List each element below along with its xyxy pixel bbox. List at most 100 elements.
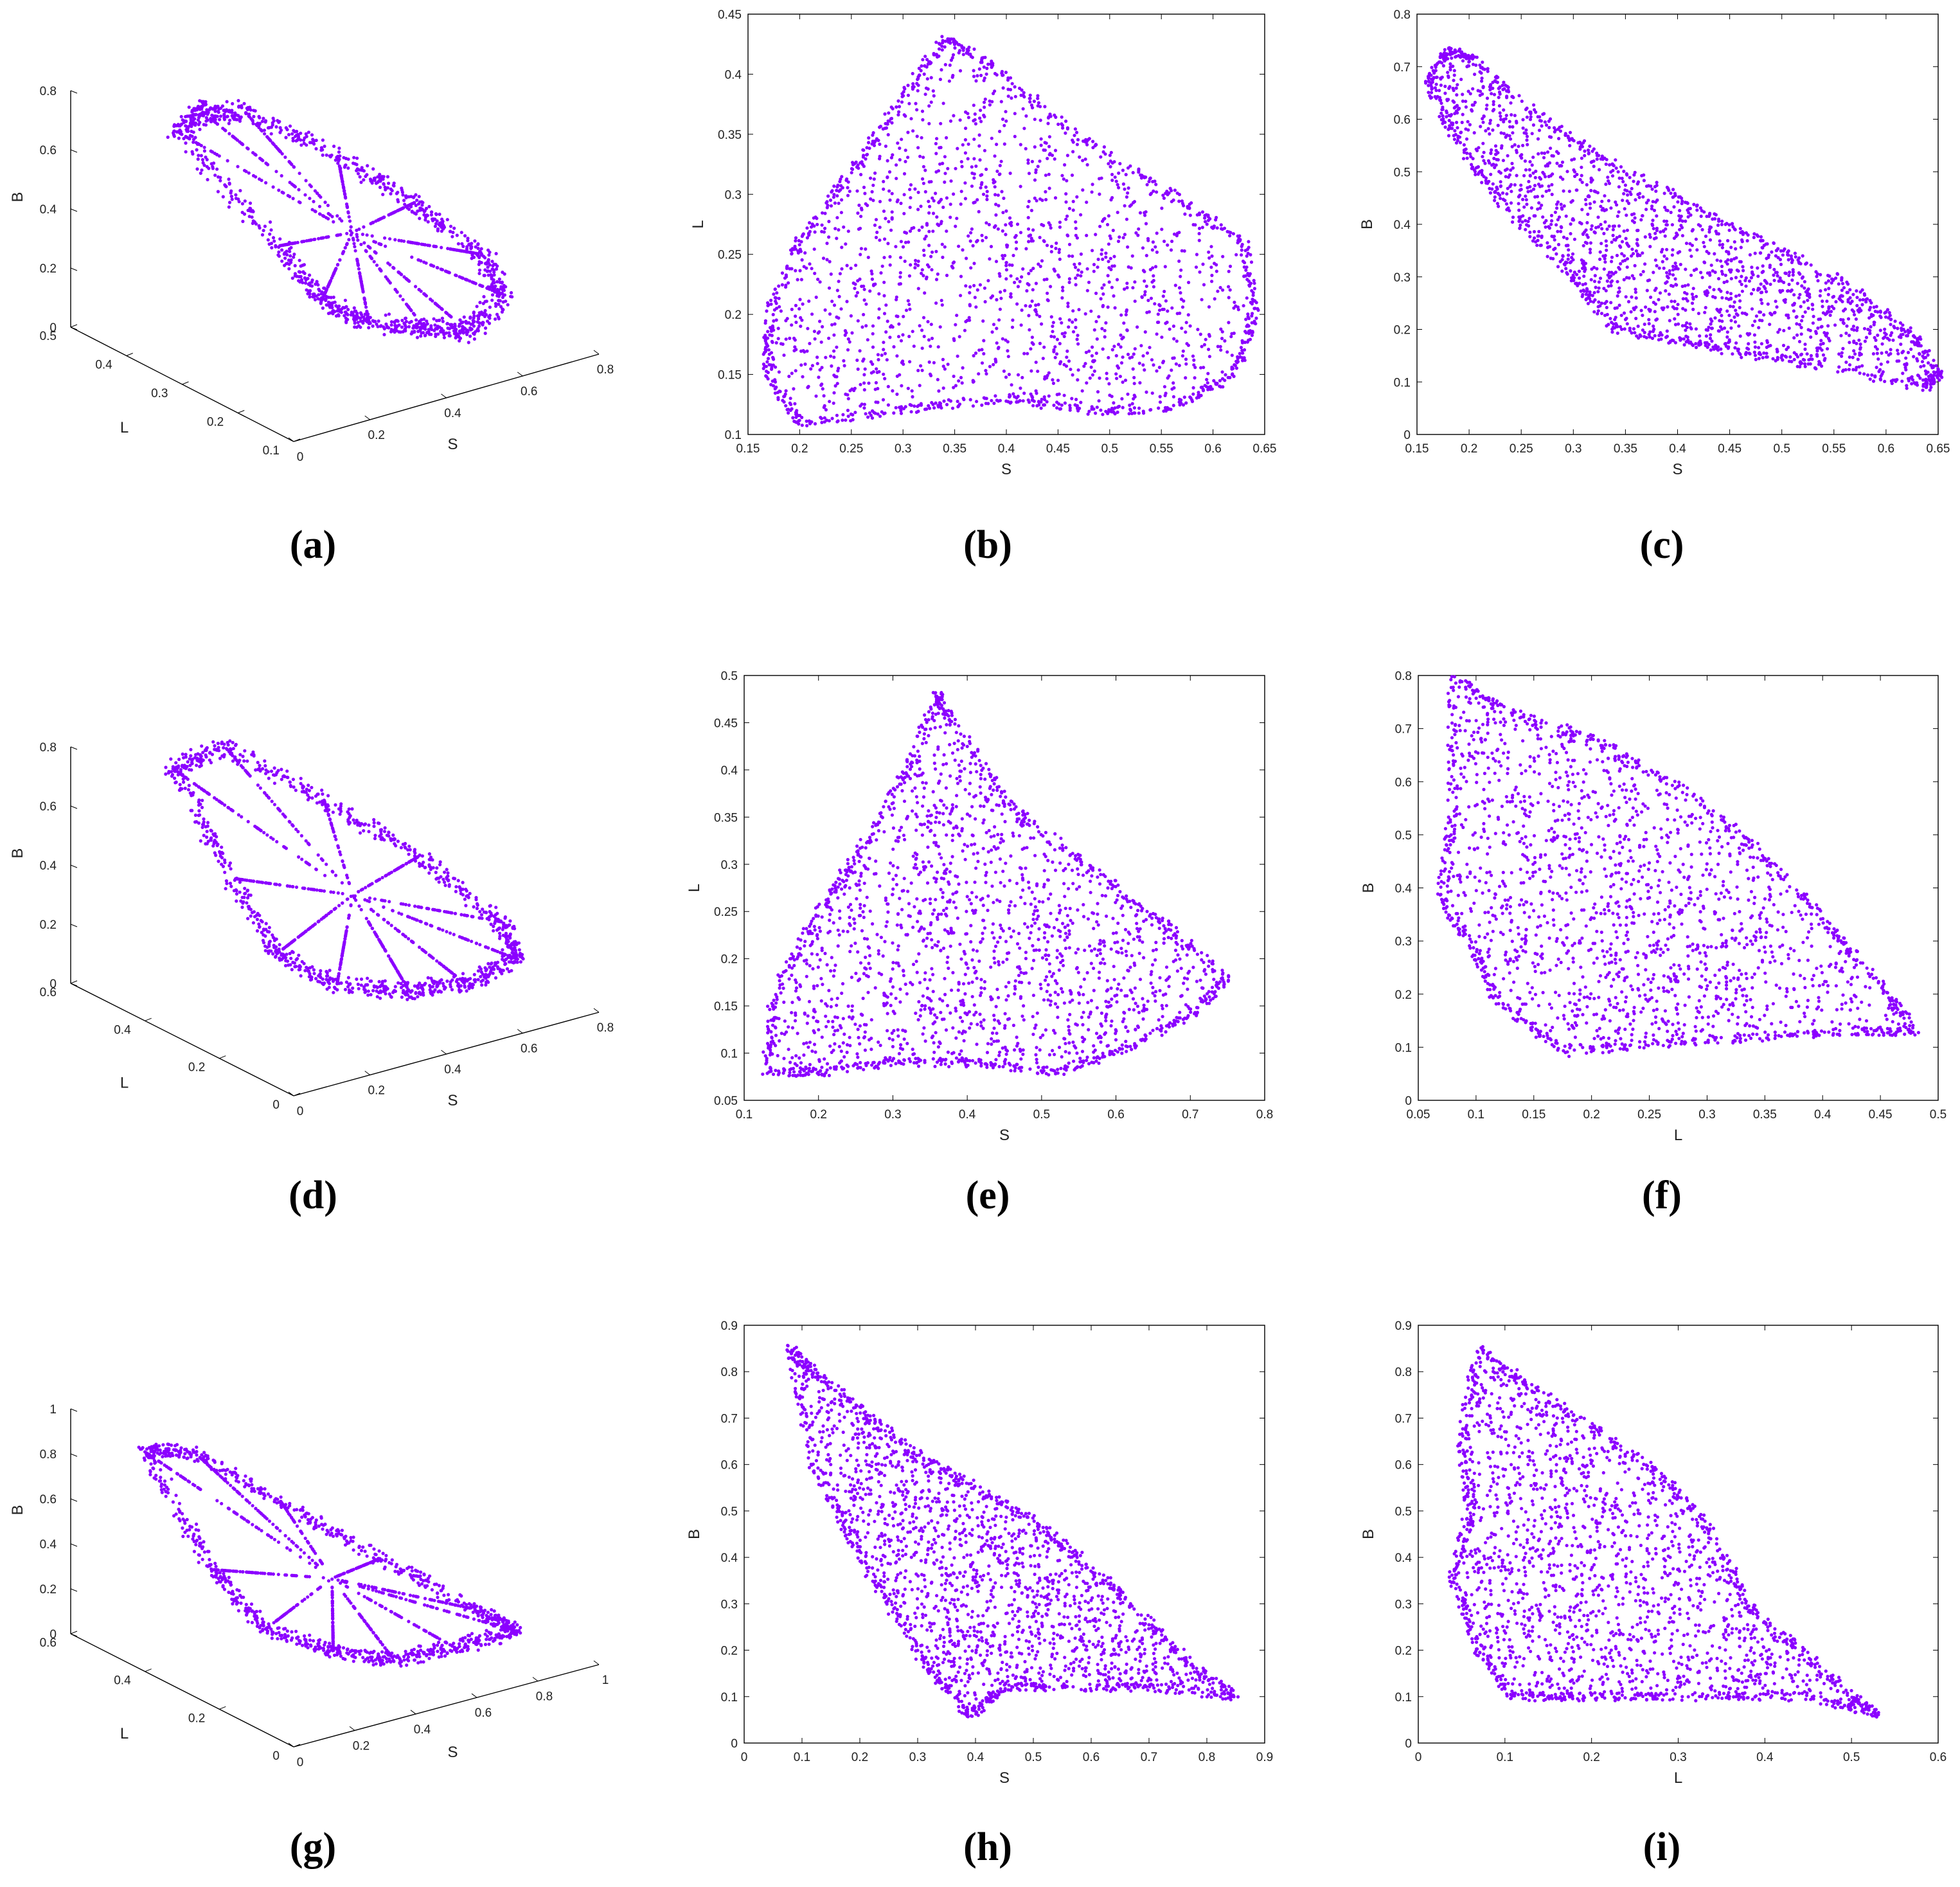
scatter-point — [1042, 240, 1046, 244]
scatter-point — [1688, 322, 1692, 326]
scatter-point — [1798, 292, 1802, 296]
scatter-point — [1247, 246, 1251, 249]
scatter-point — [1841, 318, 1845, 322]
scatter-point — [1760, 301, 1764, 305]
scatter-point — [830, 189, 834, 193]
scatter-point — [1164, 321, 1168, 325]
scatter-point — [1556, 200, 1560, 204]
scatter-point — [1201, 262, 1205, 266]
scatter-point — [1008, 76, 1013, 80]
scatter-point — [1738, 260, 1742, 264]
scatter-point — [1450, 127, 1454, 130]
scatter-point — [882, 294, 886, 298]
scatter-point — [1047, 135, 1051, 139]
scatter-point — [1522, 174, 1526, 177]
scatter-point — [1036, 370, 1040, 373]
scatter-point — [833, 227, 837, 231]
scatter-point — [1180, 202, 1185, 206]
scatter-point — [1605, 248, 1608, 252]
scatter-point — [1848, 334, 1851, 337]
scatter-point — [1109, 150, 1113, 154]
scatter-point — [1531, 239, 1535, 243]
scatter-point — [901, 333, 905, 337]
scatter-point — [1055, 406, 1059, 410]
scatter-point — [1091, 249, 1094, 253]
scatter-point — [1117, 171, 1121, 175]
scatter-point — [941, 364, 945, 368]
scatter-point — [1578, 276, 1581, 280]
scatter-point — [883, 237, 887, 241]
scatter-point — [1173, 188, 1177, 192]
scatter-point — [1069, 368, 1073, 371]
scatter-point — [1537, 152, 1540, 156]
scatter-point — [1117, 343, 1121, 346]
scatter-point — [806, 1014, 810, 1018]
scatter-point — [1753, 353, 1757, 357]
scatter-point — [1172, 381, 1175, 385]
x-tick-label: 0.4 — [959, 1108, 976, 1122]
scatter-point — [982, 352, 986, 356]
scatter-point — [1038, 118, 1042, 122]
scatter-point — [1642, 179, 1646, 183]
scatter-point — [1662, 266, 1666, 270]
scatter-point — [1230, 365, 1234, 370]
scatter-point — [1114, 1038, 1118, 1042]
scatter-point — [1219, 327, 1223, 331]
panels-root: 0.15 0.2 0.25 0.3 0.35 0.4 0.45 0.5 0.55 0.6 0.650… — [9, 8, 1950, 1787]
scatter-point — [1145, 284, 1148, 288]
scatter-point — [1760, 342, 1763, 346]
scatter-point — [938, 162, 942, 166]
scatter-point — [1086, 917, 1090, 921]
scatter-point — [1813, 366, 1817, 370]
scatter-point — [929, 323, 933, 326]
scatter-point — [1580, 181, 1584, 184]
scatter-point — [1191, 223, 1195, 227]
scatter-point — [1738, 227, 1742, 231]
scatter-point — [1720, 272, 1725, 276]
scatter-point — [1885, 308, 1890, 312]
scatter-point — [794, 303, 797, 307]
scatter-point — [903, 87, 907, 91]
scatter-point — [908, 307, 912, 311]
scatter-point — [1536, 137, 1540, 141]
scatter-point — [940, 298, 943, 303]
scatter-point — [1095, 920, 1099, 924]
scatter-point — [1737, 352, 1742, 355]
scatter-point — [1045, 990, 1049, 994]
scatter-point — [1074, 325, 1078, 330]
scatter-point — [1125, 282, 1129, 285]
scatter-point — [866, 990, 870, 994]
scatter-point — [1499, 114, 1502, 118]
scatter-point — [1785, 355, 1788, 359]
scatter-point — [1566, 257, 1570, 261]
scatter-point — [862, 402, 866, 406]
scatter-point — [1588, 202, 1592, 206]
scatter-point — [953, 46, 957, 50]
scatter-point — [1034, 170, 1038, 174]
scatter-point — [1195, 253, 1198, 256]
scatter-point — [1564, 133, 1567, 137]
scatter-point — [1087, 944, 1092, 948]
scatter-point — [1658, 291, 1662, 295]
scatter-point — [994, 213, 998, 217]
scatter-point — [1862, 372, 1866, 376]
scatter-point — [873, 171, 877, 175]
scatter-point — [1238, 234, 1242, 238]
scatter-point — [871, 370, 875, 374]
scatter-point — [1004, 110, 1008, 114]
scatter-point — [1026, 216, 1030, 220]
scatter-point — [828, 918, 832, 922]
scatter-point — [895, 295, 898, 299]
scatter-point — [832, 355, 836, 359]
scatter-point — [1470, 109, 1474, 113]
scatter-point — [915, 108, 919, 112]
scatter-point — [1454, 86, 1458, 90]
scatter-point — [1193, 366, 1197, 370]
scatter-point — [1254, 301, 1258, 305]
scatter-point — [1869, 325, 1873, 329]
scatter-point — [1098, 224, 1102, 228]
scatter-point — [1125, 217, 1128, 221]
scatter-point — [1216, 344, 1220, 348]
scatter-point — [1030, 890, 1034, 894]
scatter-point — [1610, 255, 1614, 259]
